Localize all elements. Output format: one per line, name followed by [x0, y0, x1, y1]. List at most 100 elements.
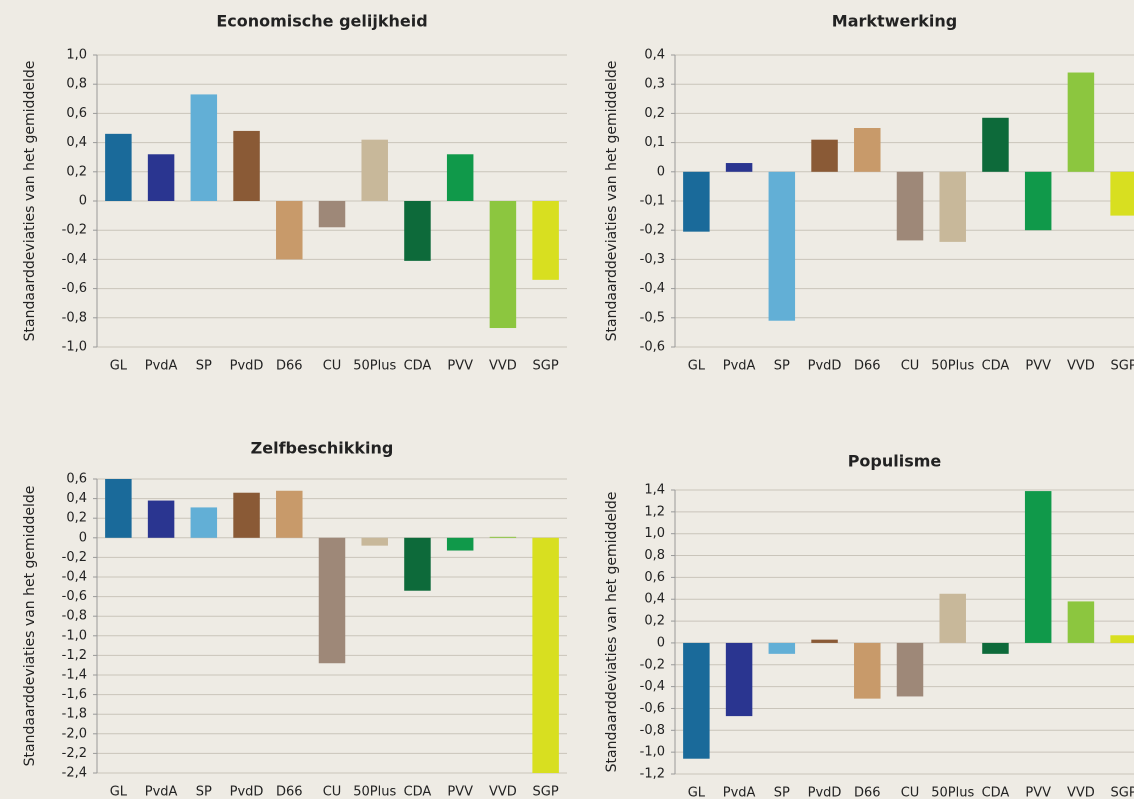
x-tick-label: VVD [1067, 359, 1095, 374]
x-tick-label: SP [774, 359, 790, 374]
bar [1110, 171, 1134, 216]
x-tick-label: VVD [489, 359, 517, 374]
x-tick-label: GL [688, 359, 706, 374]
y-tick-label: -0,4 [62, 570, 87, 585]
bar [361, 537, 388, 546]
y-tick-label: 0,4 [644, 592, 665, 607]
x-tick-label: CU [901, 359, 920, 374]
bar [854, 642, 881, 699]
bar [725, 642, 753, 717]
x-tick-label: PVV [1025, 786, 1051, 799]
bar [147, 500, 175, 538]
x-tick-label: CDA [404, 359, 432, 374]
bar [896, 171, 924, 241]
y-tick-label: -0,4 [62, 252, 87, 267]
bar [233, 130, 260, 201]
x-tick-label: SP [196, 785, 212, 799]
y-tick-label: 0,1 [644, 135, 665, 150]
y-tick-label: -0,1 [640, 194, 665, 209]
bar [982, 642, 1009, 654]
bar [276, 201, 303, 260]
y-axis-label: Standaarddeviaties van het gemiddelde [22, 61, 38, 342]
bar [532, 201, 559, 280]
bar [896, 642, 924, 697]
x-tick-label: D66 [854, 359, 881, 374]
x-tick-label: PvdD [808, 786, 842, 799]
y-tick-label: -0,5 [640, 310, 665, 325]
x-tick-label: 50Plus [931, 359, 974, 374]
chart-title: Marktwerking [832, 12, 957, 31]
bar [1110, 635, 1134, 643]
y-tick-label: 0 [657, 635, 665, 650]
bar [854, 128, 881, 172]
y-tick-label: -1,8 [62, 707, 87, 722]
y-tick-label: 1,2 [644, 504, 665, 519]
bar [147, 154, 175, 201]
y-tick-label: -1,0 [640, 745, 665, 760]
y-tick-label: 0,2 [66, 164, 87, 179]
x-tick-label: PVV [447, 359, 473, 374]
bar [190, 94, 218, 201]
y-tick-label: 0,2 [644, 106, 665, 121]
x-tick-label: SGP [533, 785, 559, 799]
x-tick-label: SP [196, 359, 212, 374]
y-tick-label: 0,8 [644, 548, 665, 563]
y-axis-label: Standaarddeviaties van het gemiddelde [604, 61, 620, 342]
y-tick-label: -0,4 [640, 679, 665, 694]
bar [768, 171, 796, 321]
y-tick-label: -1,4 [62, 668, 87, 683]
bar [318, 201, 346, 228]
y-tick-label: -0,2 [640, 223, 665, 238]
chart-title: Populisme [848, 452, 942, 471]
bar [404, 537, 431, 591]
x-tick-label: GL [688, 786, 706, 799]
y-tick-label: -0,2 [62, 550, 87, 565]
bar [1067, 601, 1095, 643]
y-tick-label: -0,6 [640, 701, 665, 716]
y-axis-label: Standaarddeviaties van het gemiddelde [604, 492, 620, 773]
x-tick-label: CDA [982, 359, 1010, 374]
bar [982, 117, 1009, 172]
y-tick-label: -0,3 [640, 252, 665, 267]
x-tick-label: SGP [1111, 359, 1134, 374]
y-tick-label: 0,6 [66, 472, 87, 487]
bar [939, 171, 966, 242]
y-tick-label: -0,6 [640, 340, 665, 355]
x-tick-label: PvdD [230, 359, 264, 374]
x-tick-label: VVD [489, 785, 517, 799]
y-tick-label: -1,0 [62, 340, 87, 355]
bar [404, 201, 431, 261]
bar [1067, 72, 1095, 172]
x-tick-label: PvdA [145, 359, 178, 374]
bar [446, 154, 474, 201]
x-tick-label: SGP [533, 359, 559, 374]
x-tick-label: PvdA [145, 785, 178, 799]
bar [446, 537, 474, 551]
y-tick-label: 0,4 [66, 135, 87, 150]
y-tick-label: -0,8 [640, 723, 665, 738]
y-tick-label: 0,6 [644, 570, 665, 585]
y-tick-label: -0,6 [62, 589, 87, 604]
bar [105, 479, 132, 538]
chart-title: Zelfbeschikking [251, 439, 394, 458]
y-tick-label: 1,0 [644, 526, 665, 541]
y-tick-label: -2,2 [62, 746, 87, 761]
x-tick-label: SGP [1111, 786, 1134, 799]
y-tick-label: 1,0 [66, 48, 87, 63]
bar [489, 201, 517, 329]
x-tick-label: PvdD [808, 359, 842, 374]
y-tick-label: -0,2 [62, 223, 87, 238]
x-tick-label: CDA [982, 786, 1010, 799]
y-tick-label: 0,6 [66, 106, 87, 121]
y-tick-label: 1,4 [644, 483, 665, 498]
bar [683, 171, 710, 232]
x-tick-label: CU [901, 786, 920, 799]
bar [1024, 491, 1052, 643]
bar [725, 163, 753, 172]
y-tick-label: 0 [79, 530, 87, 545]
bar [361, 139, 388, 201]
y-tick-label: -1,6 [62, 687, 87, 702]
x-tick-label: GL [110, 785, 128, 799]
y-tick-label: -0,4 [640, 281, 665, 296]
